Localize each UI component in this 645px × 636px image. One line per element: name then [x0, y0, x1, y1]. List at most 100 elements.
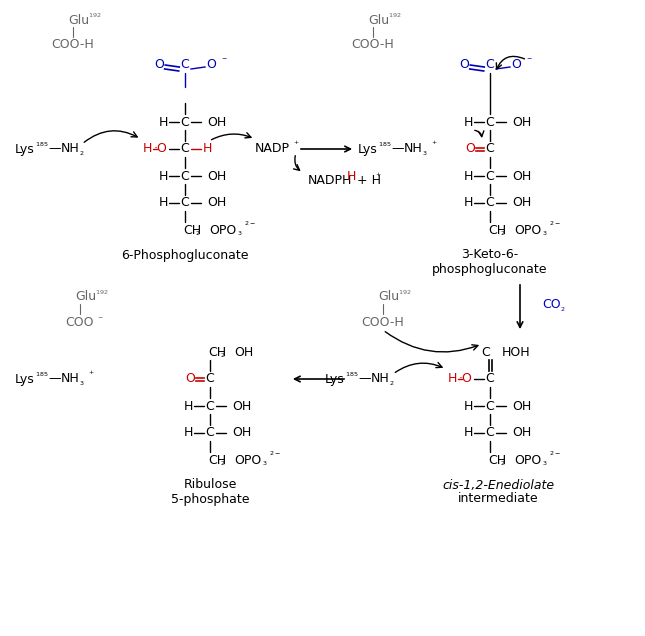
Text: H: H — [463, 399, 473, 413]
Text: H: H — [158, 197, 168, 209]
Text: O: O — [511, 59, 521, 71]
Text: C: C — [486, 373, 494, 385]
Text: $^{185}$: $^{185}$ — [35, 141, 48, 151]
Text: OH: OH — [207, 116, 226, 128]
Text: OPO: OPO — [209, 223, 236, 237]
Text: Ribulose: Ribulose — [183, 478, 237, 492]
Text: OH: OH — [207, 197, 226, 209]
Text: OH: OH — [512, 170, 531, 183]
Text: O: O — [206, 59, 216, 71]
Text: 3-Keto-6-: 3-Keto-6- — [461, 249, 519, 261]
Text: $^{-}$: $^{-}$ — [526, 55, 533, 64]
Text: C: C — [181, 170, 190, 183]
Text: OH: OH — [512, 197, 531, 209]
Text: H: H — [203, 142, 212, 155]
Text: $_3$: $_3$ — [542, 459, 548, 469]
Text: OH: OH — [512, 399, 531, 413]
Text: $^+$: $^+$ — [292, 139, 300, 148]
Text: C: C — [486, 142, 494, 155]
Text: Lys: Lys — [15, 142, 35, 155]
Text: $^+$: $^+$ — [374, 172, 382, 181]
Text: H: H — [183, 399, 193, 413]
Text: OH: OH — [234, 345, 253, 359]
Text: $^{2-}$: $^{2-}$ — [269, 450, 281, 459]
Text: Glu: Glu — [68, 13, 89, 27]
Text: COO-H: COO-H — [52, 39, 94, 52]
Text: C: C — [486, 399, 494, 413]
Text: $^{2-}$: $^{2-}$ — [549, 221, 561, 230]
Text: $_2$: $_2$ — [560, 305, 566, 314]
Text: $_3$: $_3$ — [422, 148, 428, 158]
Text: $_3$: $_3$ — [237, 230, 243, 238]
Text: OPO: OPO — [514, 453, 541, 466]
Text: C: C — [181, 142, 190, 155]
Text: NADPH: NADPH — [308, 174, 352, 188]
Text: C: C — [486, 59, 494, 71]
Text: $^{185}$: $^{185}$ — [378, 141, 392, 151]
Text: H: H — [183, 427, 193, 439]
Text: $_2$: $_2$ — [500, 230, 506, 238]
Text: OH: OH — [512, 427, 531, 439]
Text: phosphogluconate: phosphogluconate — [432, 263, 548, 275]
Text: OH: OH — [512, 116, 531, 128]
Text: $^{2-}$: $^{2-}$ — [549, 450, 561, 459]
Text: H: H — [463, 170, 473, 183]
Text: O: O — [459, 59, 469, 71]
Text: C: C — [486, 427, 494, 439]
Text: HOH: HOH — [502, 345, 531, 359]
Text: + H: + H — [357, 174, 381, 188]
Text: —: — — [358, 373, 370, 385]
Text: NH: NH — [61, 142, 80, 155]
Text: $_2$: $_2$ — [500, 459, 506, 469]
Text: CH: CH — [208, 345, 226, 359]
Text: COO-H: COO-H — [362, 315, 404, 329]
Text: OH: OH — [207, 170, 226, 183]
Text: C: C — [181, 59, 190, 71]
Text: ·O: ·O — [459, 373, 473, 385]
Text: C: C — [482, 345, 490, 359]
Text: $^+$: $^+$ — [430, 139, 438, 148]
Text: $_2$: $_2$ — [220, 459, 226, 469]
Text: $^{-}$: $^{-}$ — [97, 314, 104, 322]
Text: $^{2-}$: $^{2-}$ — [244, 221, 256, 230]
Text: O: O — [465, 142, 475, 155]
Text: cis-1,2-Enediolate: cis-1,2-Enediolate — [442, 478, 554, 492]
Text: $_3$: $_3$ — [79, 378, 84, 387]
Text: OPO: OPO — [514, 223, 541, 237]
Text: CH: CH — [488, 453, 506, 466]
Text: Glu: Glu — [378, 291, 399, 303]
Text: CH: CH — [183, 223, 201, 237]
Text: $^{-}$: $^{-}$ — [221, 55, 228, 64]
Text: NADP: NADP — [255, 142, 290, 155]
Text: ·O: ·O — [154, 142, 168, 155]
Text: C: C — [181, 116, 190, 128]
Text: CH: CH — [208, 453, 226, 466]
Text: $^{185}$: $^{185}$ — [35, 371, 48, 380]
Text: Lys: Lys — [358, 142, 378, 155]
Text: C: C — [486, 197, 494, 209]
Text: 5-phosphate: 5-phosphate — [171, 492, 249, 506]
Text: NH: NH — [371, 373, 390, 385]
Text: H: H — [463, 116, 473, 128]
Text: O: O — [185, 373, 195, 385]
Text: $_2$: $_2$ — [389, 378, 395, 387]
Text: H: H — [463, 197, 473, 209]
Text: $^{192}$: $^{192}$ — [88, 13, 101, 22]
Text: —: — — [391, 142, 404, 155]
Text: C: C — [206, 399, 214, 413]
Text: intermediate: intermediate — [458, 492, 539, 506]
Text: H: H — [158, 116, 168, 128]
Text: C: C — [206, 373, 214, 385]
Text: —: — — [48, 373, 61, 385]
Text: H: H — [448, 373, 457, 385]
Text: 6-Phosphogluconate: 6-Phosphogluconate — [121, 249, 249, 263]
Text: H: H — [347, 170, 357, 183]
Text: Lys: Lys — [325, 373, 344, 385]
Text: $_3$: $_3$ — [542, 230, 548, 238]
Text: C: C — [486, 116, 494, 128]
Text: $^{185}$: $^{185}$ — [345, 371, 359, 380]
Text: OH: OH — [232, 427, 252, 439]
Text: $_2$: $_2$ — [220, 352, 226, 361]
Text: C: C — [181, 197, 190, 209]
Text: OPO: OPO — [234, 453, 261, 466]
